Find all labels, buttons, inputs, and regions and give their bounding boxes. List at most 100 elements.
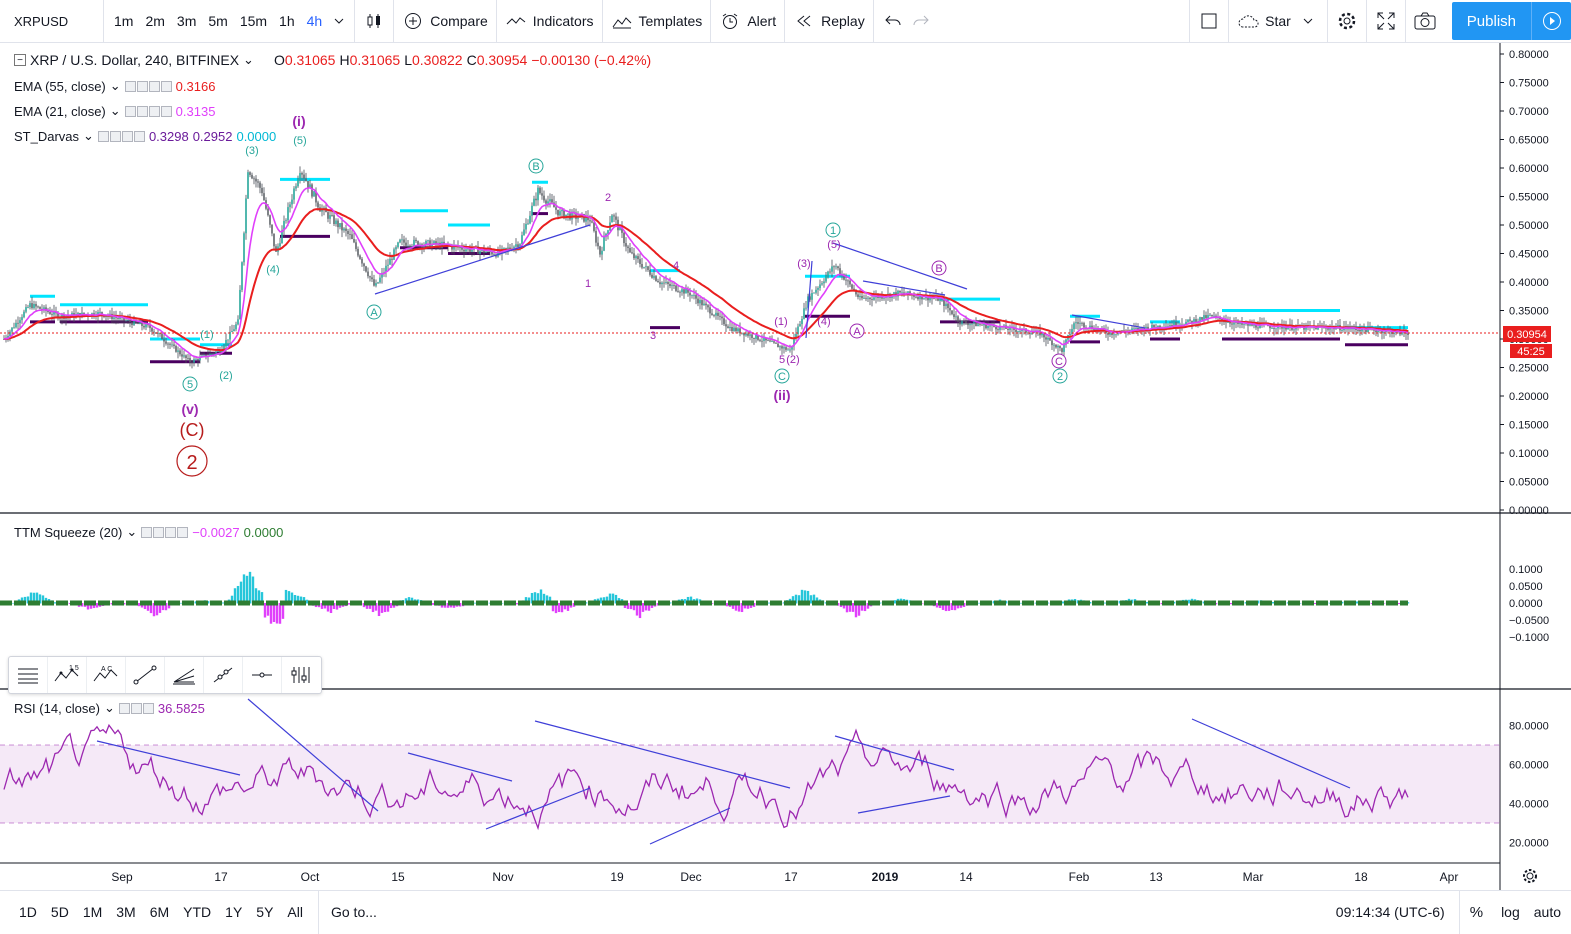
trend-lines[interactable] [374, 224, 1146, 339]
lines-menu-icon[interactable] [9, 657, 48, 693]
range-1m[interactable]: 1M [82, 904, 103, 920]
goto-button[interactable]: Go to... [330, 904, 377, 920]
fullscreen-button[interactable] [1367, 0, 1406, 43]
horizontal-line-icon[interactable] [243, 657, 282, 693]
candle-body [301, 173, 303, 175]
publish-button[interactable]: Publish [1451, 2, 1531, 40]
candle-body [335, 220, 337, 225]
candle-body [393, 249, 395, 260]
darvas-legend[interactable]: ST_Darvas ⌄ 0.3298 0.2952 0.0000 [14, 128, 276, 144]
range-all[interactable]: All [287, 904, 303, 920]
candle-body [439, 242, 441, 249]
wave-circle [931, 260, 947, 276]
ttm-bar [563, 603, 567, 610]
interval-3m[interactable]: 3m [176, 13, 197, 29]
percent-toggle[interactable]: % [1469, 903, 1484, 921]
chart-canvas[interactable]: (i)(ii)(v)(C)2(3)(4)(5)(1)(2)5ABC12CAB(3… [0, 43, 1571, 890]
log-toggle[interactable]: log [1501, 904, 1520, 920]
ttm-axis-label: 0.1000 [1509, 564, 1543, 576]
ttm-bar [803, 590, 807, 604]
publish-menu-button[interactable] [1531, 2, 1571, 40]
candle-body [659, 282, 661, 285]
time-axis-label: 13 [1149, 870, 1163, 884]
candle-body [987, 326, 989, 329]
range-5d[interactable]: 5D [50, 904, 69, 920]
templates-button[interactable]: Templates [603, 0, 712, 43]
candle-body [47, 310, 49, 312]
compare-button[interactable]: Compare [394, 0, 497, 43]
replay-button[interactable]: Replay [785, 0, 874, 43]
candle-body [1215, 315, 1217, 317]
rsi-legend[interactable]: RSI (14, close) ⌄ 36.5825 [14, 700, 205, 716]
wave-abc-icon[interactable]: A C [87, 657, 126, 693]
candle-body [521, 235, 523, 245]
indicator-buttons[interactable] [124, 80, 172, 92]
pitchfork-icon[interactable] [165, 657, 204, 693]
candle-body [333, 215, 335, 225]
range-ytd[interactable]: YTD [183, 904, 212, 920]
ema21-value: 0.3135 [175, 103, 216, 119]
ema55-legend[interactable]: EMA (55, close) ⌄ 0.3166 [14, 78, 215, 94]
candle-body [593, 222, 595, 231]
settings-button[interactable] [1328, 0, 1367, 43]
indicators-button[interactable]: Indicators [497, 0, 603, 43]
ttm-bar [794, 594, 798, 604]
indicator-buttons[interactable] [118, 702, 154, 714]
candle-body [77, 312, 79, 315]
candle-body [341, 223, 343, 231]
star-layout-button[interactable]: Star [1229, 0, 1328, 43]
ray-icon[interactable] [204, 657, 243, 693]
chevron-down-icon: ⌄ [109, 78, 121, 93]
indicator-buttons[interactable] [97, 130, 145, 142]
interval-1m[interactable]: 1m [114, 13, 134, 29]
range-5y[interactable]: 5Y [256, 904, 274, 920]
range-6m[interactable]: 6M [149, 904, 170, 920]
ttm-bar [806, 590, 810, 604]
indicator-buttons[interactable] [124, 105, 172, 117]
interval-5m[interactable]: 5m [208, 13, 228, 29]
fullscreen-layout-button[interactable] [1189, 0, 1230, 43]
interval-2m[interactable]: 2m [145, 13, 165, 29]
range-3m[interactable]: 3M [116, 904, 136, 920]
trend-line-icon[interactable] [126, 657, 165, 693]
candlestick-icon [363, 10, 385, 32]
rsi-trend-lines[interactable] [96, 698, 1351, 845]
chevron-down-icon[interactable]: ⌄ [243, 52, 254, 67]
gear-icon[interactable] [1523, 869, 1537, 883]
chart-type-button[interactable] [355, 0, 395, 43]
candle-body [1131, 328, 1133, 331]
ttm-legend[interactable]: TTM Squeeze (20) ⌄ −0.0027 0.0000 [14, 524, 283, 540]
candle-body [127, 319, 129, 321]
candle-body [321, 209, 323, 212]
candle-body [313, 191, 315, 197]
undo-icon[interactable] [882, 10, 904, 32]
alert-button[interactable]: Alert [711, 0, 786, 43]
collapse-icon[interactable]: − [14, 54, 26, 66]
wave-15-icon[interactable]: 1 5 [48, 657, 87, 693]
ttm-bar [863, 603, 867, 612]
range-1d[interactable]: 1D [19, 904, 37, 920]
rsi-axis-label: 80.0000 [1509, 721, 1549, 733]
ema21-legend[interactable]: EMA (21, close) ⌄ 0.3135 [14, 103, 215, 119]
indicator-buttons[interactable] [141, 526, 189, 538]
symbol-search[interactable]: XRPUSD [0, 0, 104, 43]
candle-body [435, 241, 437, 245]
candle-body [777, 343, 779, 348]
settings-sliders-icon[interactable] [282, 657, 321, 693]
candle-body [723, 318, 725, 325]
redo-icon[interactable] [910, 10, 932, 32]
interval-4h[interactable]: 4h [306, 13, 323, 29]
candle-body [1061, 348, 1063, 352]
candle-body [975, 321, 977, 327]
range-1y[interactable]: 1Y [225, 904, 243, 920]
range-group: 1D 5D 1M 3M 6M YTD 1Y 5Y All [0, 890, 319, 934]
chevron-down-icon[interactable] [328, 10, 350, 32]
interval-15m[interactable]: 15m [239, 13, 268, 29]
clock-time[interactable]: 09:14:34 (UTC-6) [1322, 890, 1460, 934]
auto-toggle[interactable]: auto [1533, 904, 1561, 920]
snapshot-button[interactable] [1406, 0, 1444, 43]
candle-body [105, 316, 107, 318]
wave-circle-label: B [935, 263, 942, 275]
candle-body [753, 337, 755, 339]
interval-1h[interactable]: 1h [279, 13, 295, 29]
